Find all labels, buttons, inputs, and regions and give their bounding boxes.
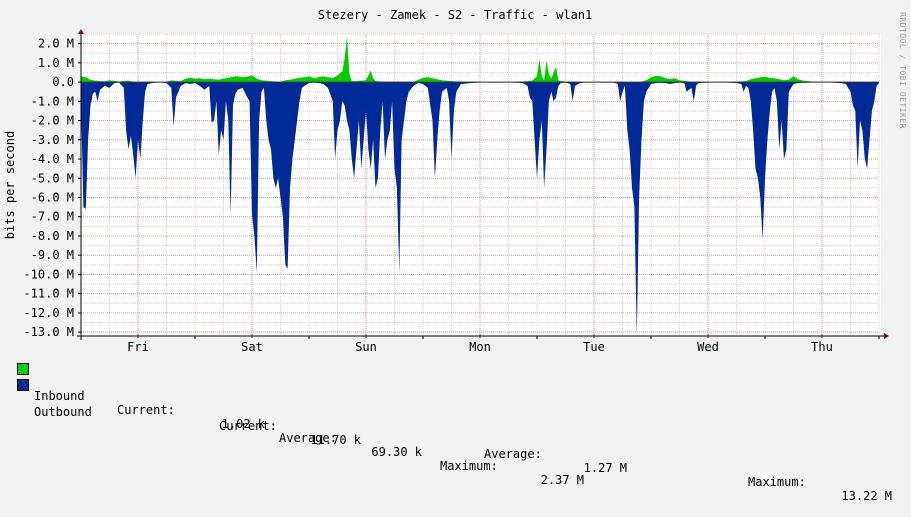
- inbound-swatch: [17, 363, 29, 375]
- outbound-average-label: Average:: [484, 447, 542, 461]
- y-tick-label: -2.0 M: [31, 114, 74, 128]
- x-tick-label: Sat: [241, 340, 263, 354]
- y-tick-label: -11.0 M: [23, 287, 74, 301]
- x-tick-label: Tue: [583, 340, 605, 354]
- traffic-graph: Stezery - Zamek - S2 - Traffic - wlan1 2…: [3, 8, 907, 503]
- y-axis-arrow: [78, 29, 84, 34]
- outbound-maximum: 13.22 M: [841, 489, 892, 503]
- outbound-swatch: [17, 379, 29, 391]
- y-tick-label: -8.0 M: [31, 229, 74, 243]
- chart-title: Stezery - Zamek - S2 - Traffic - wlan1: [318, 8, 593, 22]
- y-tick-label: -4.0 M: [31, 152, 74, 166]
- rrdtool-watermark: RRDTOOL / TOBI OETIKER: [898, 12, 907, 129]
- grid: [80, 33, 880, 336]
- inbound-average: 69.30 k: [371, 445, 422, 459]
- y-tick-label: -1.0 M: [31, 94, 74, 108]
- inbound-current-label: Current:: [117, 403, 175, 417]
- y-tick-label: 2.0 M: [38, 37, 74, 51]
- x-tick-label: Wed: [697, 340, 719, 354]
- outbound-average: 1.27 M: [583, 461, 627, 475]
- x-tick-label: Thu: [811, 340, 833, 354]
- area-layer: [81, 36, 879, 336]
- series-area-outbound: [81, 82, 879, 336]
- y-axis-label: bits per second: [3, 131, 17, 239]
- y-tick-label: -5.0 M: [31, 171, 74, 185]
- inbound-maximum-label: Maximum:: [440, 459, 498, 473]
- x-axis-arrow: [884, 333, 889, 339]
- y-tick-label: -10.0 M: [23, 267, 74, 281]
- y-tick-label: -6.0 M: [31, 191, 74, 205]
- y-tick-label: -7.0 M: [31, 210, 74, 224]
- y-tick-label: -3.0 M: [31, 133, 74, 147]
- inbound-maximum: 2.37 M: [540, 473, 584, 487]
- x-tick-label: Mon: [469, 340, 491, 354]
- y-tick-label: -12.0 M: [23, 306, 74, 320]
- outbound-maximum-label: Maximum:: [748, 475, 806, 489]
- x-tick-labels: Fri Sat Sun Mon Tue Wed Thu: [80, 334, 880, 354]
- x-tick-label: Sun: [355, 340, 377, 354]
- outbound-current-label: Current:: [219, 419, 277, 433]
- y-tick-label: 1.0 M: [38, 56, 74, 70]
- y-tick-label: -9.0 M: [31, 248, 74, 262]
- legend-row-inbound: Inbound Current: 1.02 k Average: 69.30 k…: [17, 361, 897, 487]
- legend-row-outbound: Outbound Current: 11.70 k Average: 1.27 …: [17, 377, 897, 503]
- y-tick-labels: 2.0 M 1.0 M 0.0 -1.0 M -2.0 M -3.0 M -4.0 M -5.…: [23, 37, 81, 339]
- outbound-current: 11.70 k: [310, 433, 361, 447]
- chart-svg: Stezery - Zamek - S2 - Traffic - wlan1 2…: [3, 8, 889, 354]
- y-tick-label: 0.0: [52, 75, 74, 89]
- y-tick-label: -13.0 M: [23, 325, 74, 339]
- outbound-name: Outbound: [34, 405, 92, 419]
- x-tick-label: Fri: [127, 340, 149, 354]
